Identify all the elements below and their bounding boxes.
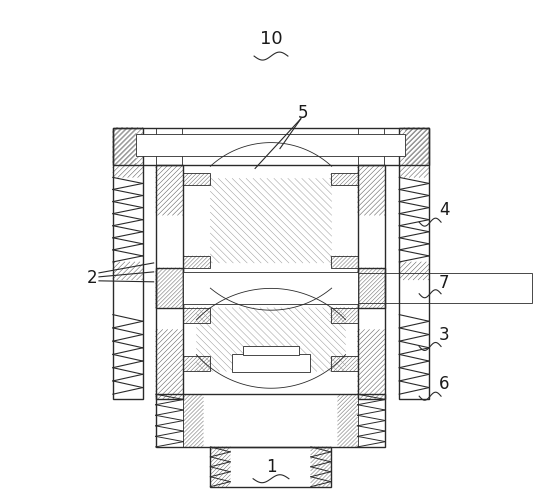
Bar xyxy=(331,308,357,323)
Text: 7: 7 xyxy=(439,274,450,292)
Bar xyxy=(184,356,210,371)
Bar xyxy=(156,394,386,447)
Bar xyxy=(184,308,210,323)
Bar xyxy=(184,173,210,185)
Bar xyxy=(113,128,429,165)
Bar xyxy=(184,256,210,268)
Text: 5: 5 xyxy=(298,104,308,122)
Bar xyxy=(331,173,357,185)
Bar xyxy=(331,256,357,268)
Bar xyxy=(357,268,386,308)
Bar xyxy=(184,272,357,304)
Text: 2: 2 xyxy=(86,269,97,287)
Text: 3: 3 xyxy=(439,326,450,344)
Bar xyxy=(156,165,184,399)
Text: 4: 4 xyxy=(439,201,450,219)
Text: 6: 6 xyxy=(439,375,450,393)
Bar xyxy=(243,347,299,355)
Bar xyxy=(210,447,331,486)
Bar xyxy=(136,134,405,155)
Bar xyxy=(184,273,357,303)
Bar xyxy=(232,354,310,372)
Bar xyxy=(399,128,429,399)
Bar xyxy=(357,165,386,399)
Bar xyxy=(331,356,357,371)
Bar xyxy=(357,273,532,303)
Text: 10: 10 xyxy=(260,30,282,48)
Text: 1: 1 xyxy=(266,458,276,476)
Bar xyxy=(113,128,143,399)
Bar xyxy=(156,268,184,308)
